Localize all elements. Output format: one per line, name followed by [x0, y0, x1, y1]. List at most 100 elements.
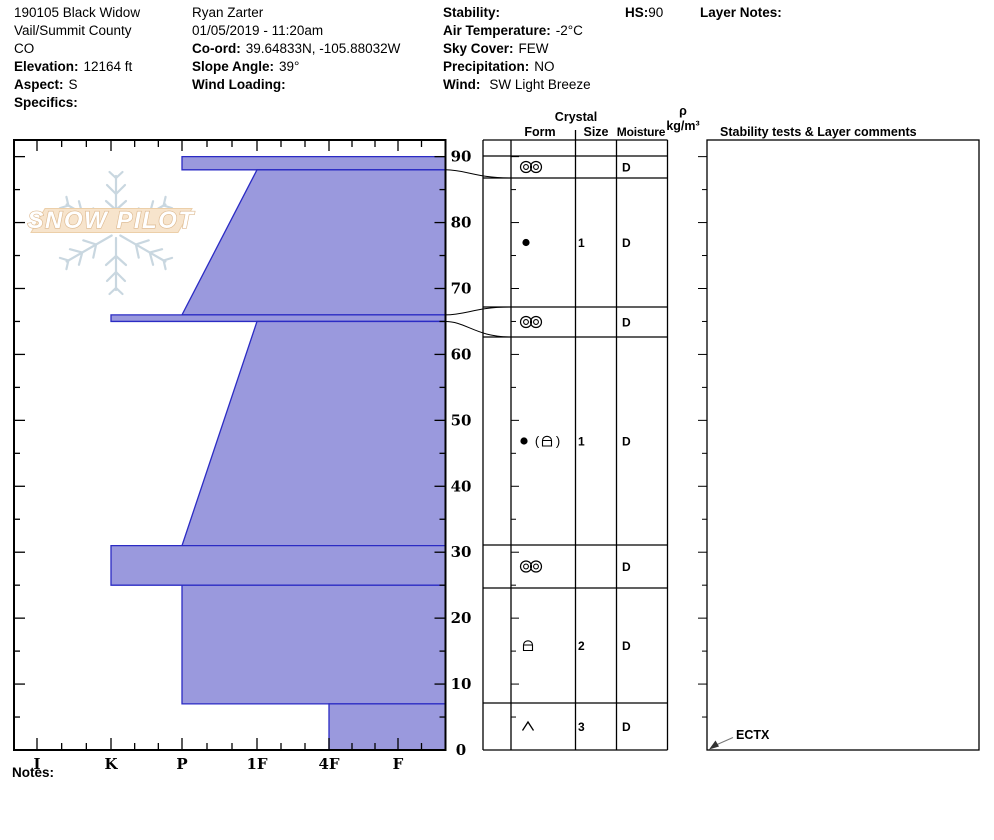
grain-form-MFcr-icon — [529, 315, 543, 329]
grain-form-MFcr-icon — [523, 164, 529, 170]
depth-tick-label: 80 — [451, 214, 472, 232]
sky-cover-line: Sky Cover: FEW — [443, 41, 549, 56]
snow-layer-bar — [181, 320, 447, 547]
grain-form-MFcr-icon — [523, 563, 529, 570]
layer-leader-line — [445, 169, 512, 179]
specifics-label: Specifics: — [14, 95, 78, 110]
hs-value: 90 — [648, 5, 664, 20]
wind-line: Wind: SW Light Breeze — [443, 77, 591, 92]
site-name: 190105 Black Widow — [14, 5, 141, 20]
depth-tick-label: 20 — [451, 609, 472, 627]
moisture-value: D — [622, 720, 631, 734]
moisture-value: D — [622, 435, 631, 449]
layer-leader-line — [445, 321, 512, 338]
comments-box — [706, 139, 980, 751]
layer-leader-line — [445, 306, 512, 316]
observation-datetime: 01/05/2019 - 11:20am — [192, 23, 324, 38]
air-temp-value: -2°C — [555, 23, 583, 38]
crystal-header: Crystal — [554, 110, 598, 124]
branch-twig — [134, 239, 150, 259]
grain-form-DH-icon — [521, 720, 535, 731]
moisture-value: D — [622, 316, 631, 330]
site-state: CO — [14, 41, 35, 56]
snow-layer-bar — [110, 314, 447, 323]
hardness-tick-label: P — [176, 755, 187, 773]
aspect-value: S — [68, 77, 78, 92]
elevation-label: Elevation: — [14, 59, 79, 74]
grain-form-MFcr-icon — [519, 160, 533, 174]
density-header-symbol: ρ — [679, 104, 687, 118]
snow-layer-bar — [181, 584, 447, 705]
slope-angle-line: Slope Angle: 39° — [192, 59, 299, 74]
grain-form-MFcr-icon — [519, 560, 533, 573]
branch-twig — [58, 195, 70, 210]
branch-twig — [82, 239, 98, 259]
hardness-tick-label: I — [33, 755, 40, 773]
grain-size-value: 1 — [578, 236, 585, 250]
grain-size-value: 3 — [578, 720, 585, 734]
hardness-tick-label: 1F — [246, 755, 267, 773]
elevation-line: Elevation: 12164 ft — [14, 59, 132, 74]
snow-layer-bar — [328, 703, 447, 751]
observer-name: Ryan Zarter — [192, 5, 264, 20]
grain-form-MFcr-icon — [533, 164, 539, 170]
ectx-arrowhead — [709, 740, 719, 750]
hardness-tick-label: K — [104, 755, 118, 773]
branch-line — [65, 234, 113, 263]
grain-form-MFcr-icon — [529, 560, 543, 573]
branch-twig — [105, 270, 127, 283]
slope-angle-label: Slope Angle: — [192, 59, 275, 74]
precip-value: NO — [534, 59, 555, 74]
branch-twig — [108, 170, 124, 180]
elevation-value: 12164 ft — [83, 59, 133, 74]
snowflake-branch — [119, 234, 174, 271]
branch-twig — [58, 256, 70, 271]
snow-layer-bar — [110, 544, 447, 586]
comments-column-header: Stability tests & Layer comments — [720, 125, 917, 139]
grain-form-paren: ) — [556, 434, 560, 449]
branch-twig — [148, 248, 164, 266]
grain-form-paren: ( — [535, 434, 540, 449]
aspect-label: Aspect: — [14, 77, 64, 92]
branch-twig — [108, 286, 124, 296]
chart-border — [13, 139, 447, 751]
moisture-column-header: Moisture — [616, 125, 666, 139]
specifics-line: Specifics: — [14, 95, 78, 110]
watermark-text: SNOW PILOT — [28, 207, 196, 234]
snowflake-branch — [104, 236, 128, 296]
form-column-header: Form — [524, 125, 556, 139]
sky-cover-value: FEW — [518, 41, 549, 56]
hardness-tick-label: 4F — [318, 755, 339, 773]
grain-form-RG-icon — [520, 437, 528, 445]
branch-twig — [105, 183, 127, 196]
grain-form-MFcr-icon — [533, 319, 539, 325]
depth-tick-label: 0 — [456, 741, 466, 759]
snow-layer-bar — [181, 155, 447, 171]
moisture-value: D — [622, 560, 631, 574]
coord-line: Co-ord: 39.64833N, -105.88032W — [192, 41, 400, 56]
grain-form-MFcr-icon — [529, 160, 543, 174]
grain-size-value: 1 — [578, 435, 585, 449]
moisture-value: D — [622, 161, 631, 175]
branch-twig — [162, 195, 174, 210]
stability-label: Stability: — [443, 5, 501, 20]
branch-twig — [68, 248, 84, 266]
grain-size-value: 2 — [578, 639, 585, 653]
grain-form-RG-icon — [522, 238, 530, 247]
snowflake-branch — [58, 234, 113, 271]
hs-line: HS:90 — [625, 5, 663, 20]
depth-tick-label: 40 — [451, 477, 472, 495]
grain-form-MFcr-icon — [523, 319, 529, 325]
depth-tick-label: 10 — [451, 675, 472, 693]
layer-notes-label: Layer Notes: — [700, 5, 782, 20]
wind-loading-line: Wind Loading: — [192, 77, 286, 92]
depth-tick-label: 50 — [451, 411, 472, 429]
hardness-tick-label: F — [393, 755, 404, 773]
grain-form-FCxr-icon — [522, 640, 534, 652]
depth-tick-label: 60 — [451, 345, 472, 363]
coord-label: Co-ord: — [192, 41, 241, 56]
branch-twig — [104, 254, 128, 267]
grain-form-MFcr-icon — [533, 563, 539, 570]
